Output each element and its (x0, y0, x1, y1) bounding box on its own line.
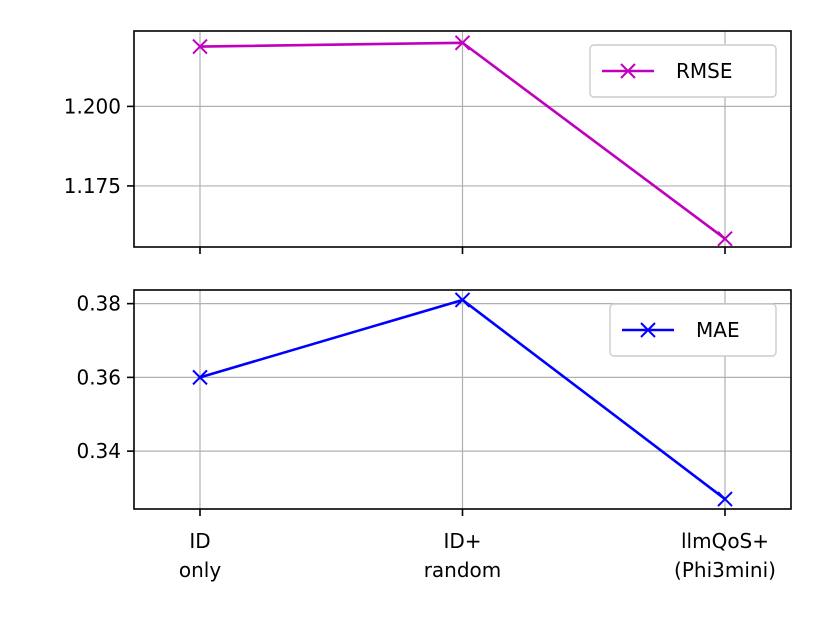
y-tick-label: 1.175 (64, 174, 121, 198)
data-point-marker (717, 491, 733, 507)
data-point-marker (454, 292, 471, 308)
y-tick-label: 1.200 (64, 94, 121, 118)
x-tick-label: ID+ (443, 529, 481, 553)
subplot-2: 0.34 0.36 0.38 MAE ID only ID+ random llmQoS+ (Ph… (76, 289, 792, 582)
data-point-marker (192, 38, 208, 55)
x-tick-label: ID (189, 529, 210, 553)
legend-box (589, 44, 777, 98)
x-tick-label: only (179, 558, 221, 582)
legend-marker (640, 322, 656, 338)
data-point-marker (454, 35, 471, 51)
x-tick-label: (Phi3mini) (674, 558, 776, 582)
data-point-marker (717, 231, 733, 247)
y-tick-label: 0.34 (76, 439, 121, 463)
y-tick-label: 0.36 (76, 365, 121, 389)
legend-label: MAE (696, 318, 740, 342)
legend-marker (620, 63, 636, 79)
x-tick-label: llmQoS+ (681, 529, 769, 553)
axes-frame (133, 289, 792, 510)
legend-box (609, 303, 777, 357)
subplot-1: 1.175 1.200 RMSE (64, 30, 792, 254)
x-tick-label: random (424, 558, 502, 582)
y-tick-label: 0.38 (76, 292, 121, 316)
legend-label: RMSE (676, 59, 732, 83)
data-point-marker (192, 369, 208, 386)
legend: RMSE (589, 44, 777, 98)
legend: MAE (609, 303, 777, 357)
axes-frame (133, 30, 792, 248)
